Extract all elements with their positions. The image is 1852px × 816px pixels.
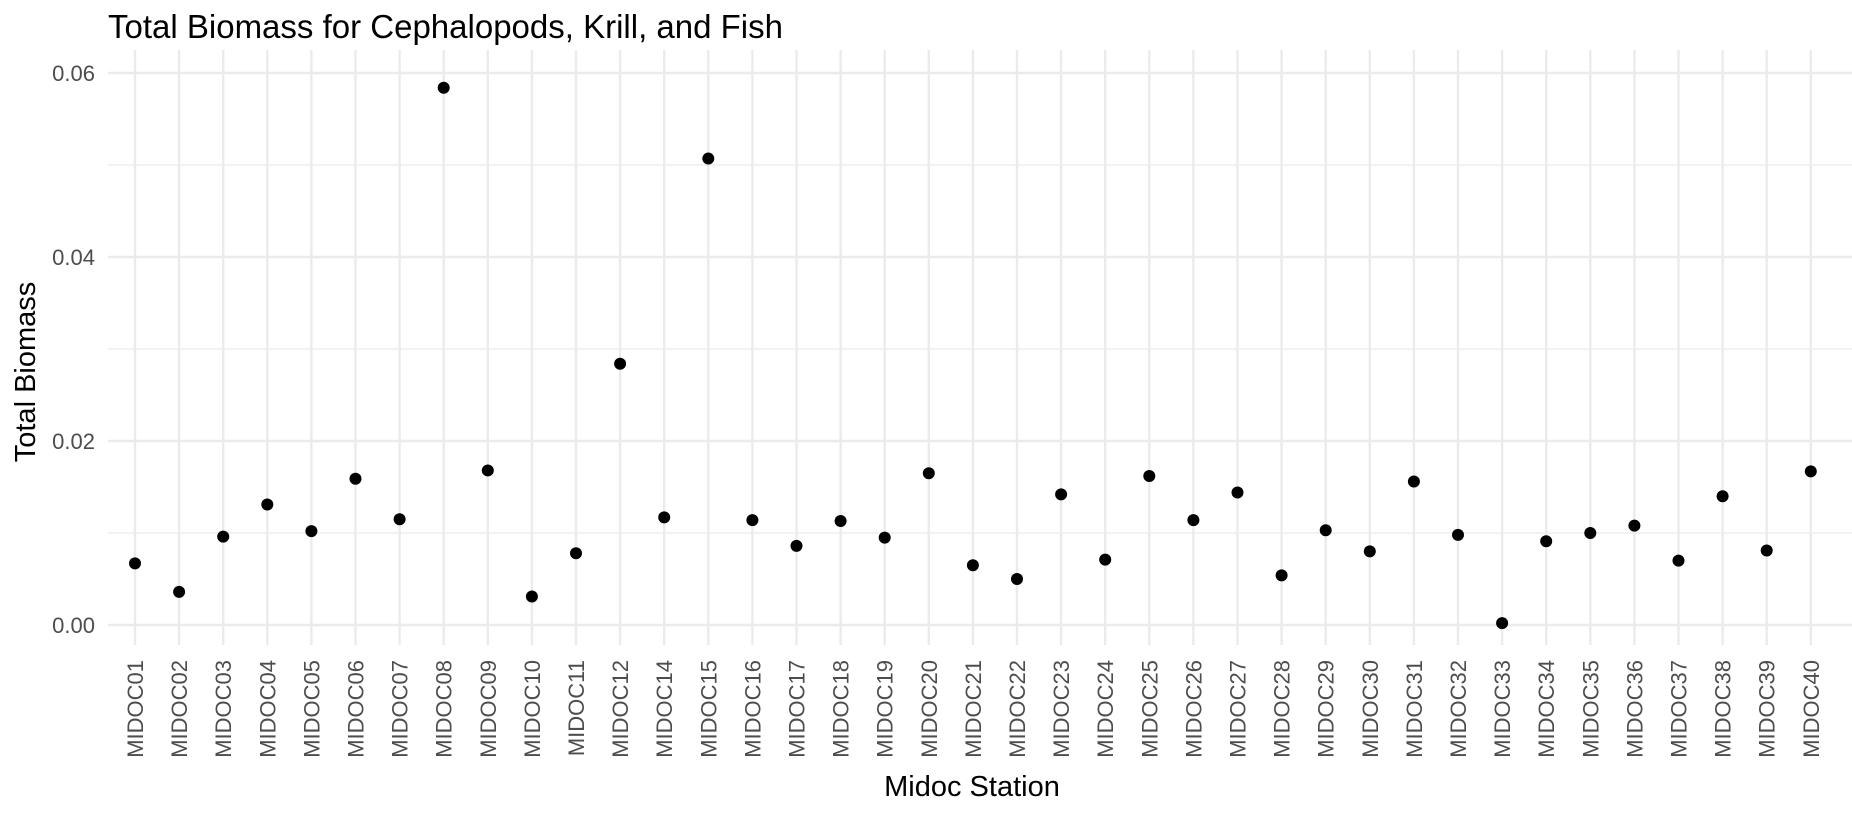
x-axis-title: Midoc Station (884, 771, 1060, 803)
x-tick-label: MIDOC20 (917, 660, 942, 758)
data-point (437, 81, 450, 94)
x-tick-label: MIDOC05 (299, 660, 324, 758)
x-tick-label: MIDOC25 (1137, 660, 1162, 758)
x-tick-label: MIDOC32 (1446, 660, 1471, 758)
data-point (1716, 490, 1729, 503)
data-point (1319, 524, 1332, 537)
grid (108, 50, 1852, 645)
data-point (570, 547, 582, 560)
x-tick-label: MIDOC21 (961, 660, 986, 758)
data-point (217, 530, 230, 543)
data-point (702, 152, 715, 165)
x-tick-label: MIDOC34 (1534, 660, 1559, 758)
data-point (746, 514, 759, 527)
data-point (1496, 617, 1509, 630)
x-tick-label: MIDOC37 (1667, 660, 1692, 758)
x-tick-label: MIDOC01 (123, 660, 148, 758)
data-point (305, 525, 318, 538)
x-tick-label: MIDOC35 (1578, 660, 1603, 758)
x-tick-label: MIDOC19 (873, 660, 898, 758)
data-point (1407, 475, 1420, 488)
x-tick-label: MIDOC29 (1314, 660, 1339, 758)
chart-title: Total Biomass for Cephalopods, Krill, an… (108, 8, 783, 45)
x-tick-label: MIDOC18 (829, 660, 854, 758)
x-tick-label: MIDOC16 (740, 660, 765, 758)
data-point (1011, 573, 1023, 585)
data-point (922, 467, 935, 480)
x-tick-label: MIDOC12 (608, 660, 633, 758)
data-point (878, 531, 891, 544)
data-point (349, 472, 362, 485)
x-tick-label: MIDOC26 (1181, 660, 1206, 758)
x-tick-label: MIDOC28 (1270, 660, 1295, 758)
data-point (173, 585, 186, 598)
data-point (393, 513, 406, 526)
x-tick-label: MIDOC17 (785, 660, 810, 758)
x-tick-label: MIDOC03 (211, 660, 236, 758)
y-tick-label: 0.02 (52, 429, 95, 454)
data-point (1672, 554, 1685, 567)
data-point (129, 557, 141, 570)
data-point (1187, 514, 1200, 527)
data-point (614, 357, 627, 370)
x-tick-label: MIDOC02 (167, 660, 192, 758)
x-tick-label: MIDOC38 (1711, 660, 1736, 758)
x-tick-label: MIDOC07 (388, 660, 413, 758)
data-point (1760, 544, 1773, 557)
x-tick-label: MIDOC14 (652, 660, 677, 758)
data-point (1452, 528, 1464, 541)
x-tick-label: MIDOC24 (1093, 660, 1118, 758)
x-tick-label: MIDOC06 (344, 660, 369, 758)
y-axis-title: Total Biomass (10, 282, 42, 463)
data-point (658, 511, 671, 524)
data-point (966, 559, 979, 572)
x-tick-label: MIDOC15 (696, 660, 721, 758)
x-tick-label: MIDOC04 (255, 660, 280, 758)
data-point (1804, 465, 1817, 478)
x-tick-label: MIDOC36 (1622, 660, 1647, 758)
y-axis-ticks: 0.00 0.02 0.04 0.06 (52, 61, 95, 638)
y-tick-label: 0.06 (52, 61, 95, 86)
data-point (1099, 553, 1112, 566)
x-tick-label: MIDOC30 (1358, 660, 1383, 758)
x-tick-label: MIDOC40 (1799, 660, 1824, 758)
data-point (1275, 569, 1288, 582)
x-tick-label: MIDOC27 (1226, 660, 1251, 758)
x-tick-label: MIDOC39 (1755, 660, 1780, 758)
data-points (129, 81, 1817, 630)
x-tick-label: MIDOC10 (520, 660, 545, 758)
x-tick-label: MIDOC22 (1005, 660, 1030, 758)
x-axis-ticks: MIDOC01 MIDOC02 MIDOC03 MIDOC04 MIDOC05 MIDOC… (123, 660, 1824, 758)
data-point (834, 515, 847, 528)
data-point (1584, 527, 1597, 539)
x-tick-label: MIDOC33 (1490, 660, 1515, 758)
data-point (1143, 469, 1156, 482)
x-tick-label: MIDOC23 (1049, 660, 1074, 758)
x-tick-label: MIDOC31 (1402, 660, 1427, 758)
data-point (1231, 486, 1244, 499)
data-point (790, 539, 803, 552)
data-point (1363, 545, 1376, 558)
x-tick-label: MIDOC08 (432, 660, 457, 758)
data-point (481, 464, 494, 477)
x-tick-label: MIDOC09 (476, 660, 501, 758)
data-point (1055, 488, 1068, 501)
y-tick-label: 0.04 (52, 245, 95, 270)
data-point (1540, 535, 1553, 548)
data-point (525, 590, 538, 603)
y-tick-label: 0.00 (52, 613, 95, 638)
x-tick-label: MIDOC11 (564, 660, 589, 756)
data-point (261, 498, 274, 511)
data-point (1628, 519, 1641, 532)
